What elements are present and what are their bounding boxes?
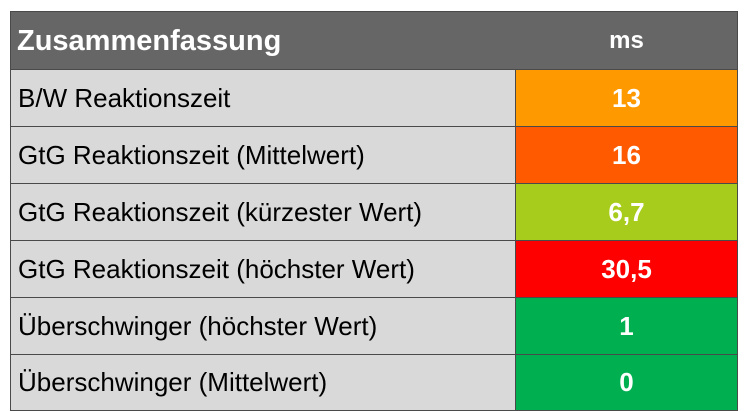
summary-table: Zusammenfassung ms B/W Reaktionszeit 13 … [10,11,738,411]
row-label: Überschwinger (Mittelwert) [11,355,516,410]
table-header: Zusammenfassung ms [11,12,737,70]
row-value: 30,5 [516,241,737,297]
row-value: 16 [516,127,737,183]
unit-header: ms [609,27,644,54]
row-label: Überschwinger (höchster Wert) [11,298,516,354]
row-label: B/W Reaktionszeit [11,70,516,126]
table-row: B/W Reaktionszeit 13 [11,70,737,127]
table-row: GtG Reaktionszeit (Mittelwert) 16 [11,127,737,184]
row-label: GtG Reaktionszeit (kürzester Wert) [11,184,516,240]
table-row: GtG Reaktionszeit (kürzester Wert) 6,7 [11,184,737,241]
row-label: GtG Reaktionszeit (höchster Wert) [11,241,516,297]
row-value: 13 [516,70,737,126]
row-value: 0 [516,355,737,410]
table-title: Zusammenfassung [17,25,282,57]
row-value: 1 [516,298,737,354]
row-value: 6,7 [516,184,737,240]
table-row: GtG Reaktionszeit (höchster Wert) 30,5 [11,241,737,298]
table-row: Überschwinger (Mittelwert) 0 [11,355,737,410]
table-row: Überschwinger (höchster Wert) 1 [11,298,737,355]
row-label: GtG Reaktionszeit (Mittelwert) [11,127,516,183]
